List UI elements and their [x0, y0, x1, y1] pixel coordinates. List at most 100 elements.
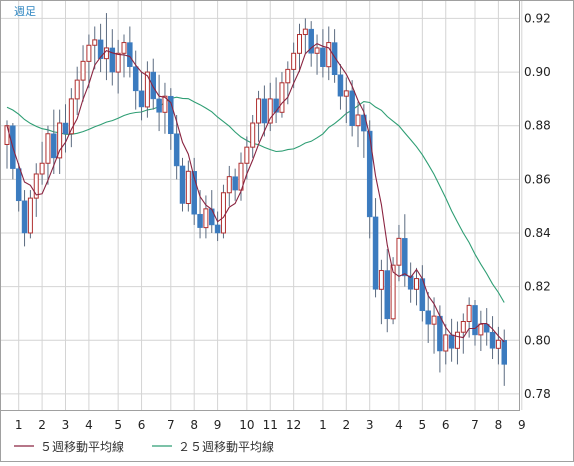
candle-body-up — [68, 98, 74, 135]
candle-body-up — [244, 146, 250, 164]
candle-body-up — [185, 170, 191, 204]
candle-body-down — [273, 98, 279, 113]
x-tick-label: 2 — [342, 418, 350, 432]
candle-body-down — [51, 133, 57, 159]
candle-body-down — [331, 42, 338, 76]
candle-body-up — [74, 79, 80, 100]
candle-body-up — [314, 47, 320, 54]
x-tick-label: 3 — [62, 418, 70, 432]
candle-body-down — [191, 171, 197, 215]
candle-body-up — [267, 98, 273, 124]
candle-body-up — [297, 34, 302, 54]
candle-body-down — [437, 315, 443, 352]
candle-body-up — [285, 68, 291, 84]
candle-body-down — [168, 95, 174, 135]
candle-body-down — [425, 310, 431, 325]
candle-body-up — [203, 208, 209, 229]
candles — [4, 13, 507, 386]
candle-body-down — [15, 168, 22, 202]
x-tick-label: 3 — [366, 418, 374, 432]
candle-body-down — [197, 213, 203, 228]
candle-body-up — [86, 44, 92, 62]
y-tick-label: 0.82 — [524, 280, 551, 294]
candle-body-up — [220, 192, 226, 234]
candle-body-up — [39, 162, 45, 175]
candle-body-down — [214, 224, 221, 234]
candle-body-down — [62, 122, 69, 135]
candle-body-down — [21, 200, 28, 234]
x-tick-label: 6 — [138, 418, 146, 432]
candle-body-down — [109, 47, 116, 73]
candle-body-up — [460, 320, 466, 333]
candle-body-up — [443, 334, 449, 352]
x-tick-label: 8 — [190, 418, 198, 432]
candle-body-down — [384, 270, 390, 320]
candle-body-up — [343, 90, 349, 97]
candle-body-up — [291, 52, 297, 70]
candle-body-down — [366, 130, 373, 218]
y-tick-label: 0.78 — [524, 387, 551, 401]
legend-ma5-label: ５週移動平均線 — [40, 439, 124, 454]
candle-body-down — [402, 238, 408, 277]
candle-body-down — [308, 28, 314, 54]
candle-body-down — [407, 275, 414, 290]
candle-body-up — [466, 304, 472, 322]
candle-body-up — [162, 95, 168, 113]
x-tick-label: 12 — [286, 418, 301, 432]
x-axis: 1 2 3 4 5 6 7 8 9 10 11 12 1 2 3 4 5 6 7 8 9 — [15, 418, 526, 432]
legend-ma25-label: ２５週移動平均線 — [178, 439, 274, 454]
legend: ５週移動平均線 ２５週移動平均線 — [14, 439, 274, 454]
candle-body-down — [173, 133, 180, 167]
x-tick-label: 9 — [214, 418, 222, 432]
candle-body-down — [472, 305, 478, 336]
x-tick-label: 5 — [419, 418, 427, 432]
candle-body-up — [250, 122, 256, 148]
candle-body-down — [132, 66, 139, 92]
timeframe-label: 週足 — [14, 5, 36, 18]
ma25-layer — [6, 96, 505, 303]
candle-body-down — [150, 71, 156, 100]
candle-body-up — [279, 82, 285, 113]
candle-body-down — [179, 165, 186, 204]
y-tick-label: 0.80 — [524, 333, 551, 347]
candle-body-up — [302, 28, 308, 36]
candle-body-up — [103, 47, 109, 60]
candle-body-up — [27, 197, 33, 234]
x-tick-label: 6 — [442, 418, 450, 432]
candle-body-down — [127, 42, 133, 67]
candle-body-up — [33, 173, 39, 199]
x-tick-label: 2 — [38, 418, 46, 432]
candle-body-down — [261, 98, 268, 124]
candle-body-down — [232, 176, 238, 191]
x-tick-label: 10 — [239, 418, 254, 432]
y-tick-label: 0.84 — [524, 226, 551, 240]
x-tick-label: 1 — [15, 418, 23, 432]
ma5-line — [6, 42, 505, 343]
candle-body-up — [92, 39, 98, 46]
candle-body-up — [478, 323, 484, 336]
candle-body-up — [45, 133, 51, 164]
candle-body-up — [226, 176, 232, 194]
candle-body-up — [326, 42, 332, 68]
x-tick-label: 5 — [114, 418, 122, 432]
ma5-layer — [6, 42, 505, 343]
candle-body-down — [337, 74, 344, 97]
x-tick-label: 7 — [471, 418, 479, 432]
candle-body-down — [349, 90, 355, 126]
candle-body-up — [115, 52, 121, 73]
candle-body-up — [144, 71, 150, 108]
plot-border — [0, 0, 520, 411]
candle-body-down — [489, 331, 496, 349]
x-tick-label: 9 — [518, 418, 526, 432]
x-tick-label: 4 — [395, 418, 403, 432]
candle-body-up — [57, 122, 63, 159]
candle-body-up — [121, 42, 127, 54]
y-tick-label: 0.86 — [524, 172, 551, 186]
candle-body-up — [355, 114, 361, 127]
x-tick-label: 4 — [85, 418, 93, 432]
candle-body-up — [4, 125, 10, 145]
y-tick-label: 0.88 — [524, 119, 551, 133]
candle-body-up — [414, 278, 419, 290]
